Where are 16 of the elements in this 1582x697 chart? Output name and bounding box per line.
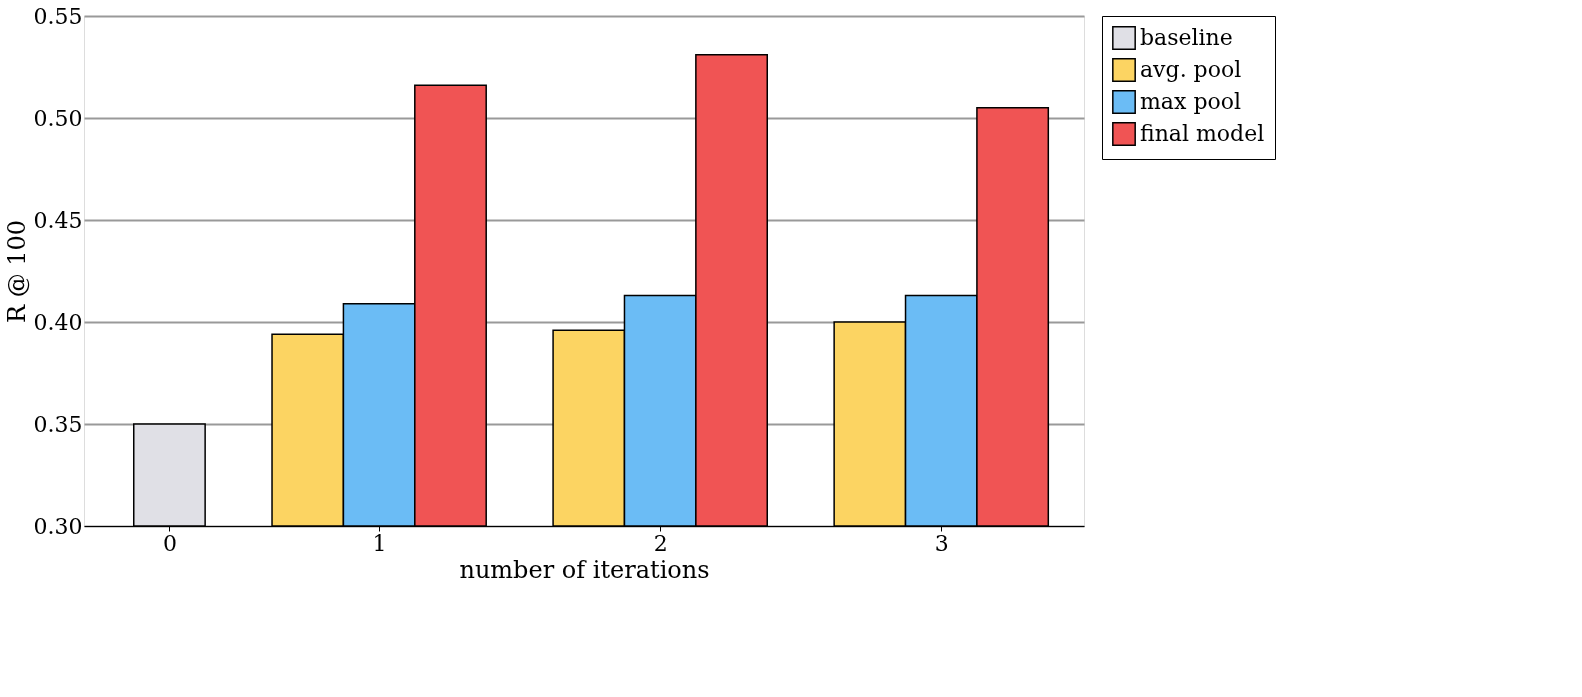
x-tick-label: 2 <box>653 530 668 556</box>
legend-label: final model <box>1140 121 1265 146</box>
legend-label: max pool <box>1140 89 1241 114</box>
y-tick-label: 0.45 <box>33 207 83 233</box>
x-tick-label: 0 <box>162 530 177 556</box>
y-axis-title: R @ 100 <box>2 219 31 324</box>
x-axis-title: number of iterations <box>459 555 710 584</box>
y-tick-label: 0.35 <box>33 411 83 437</box>
x-tick-label: 3 <box>934 530 949 556</box>
y-tick-label: 0.30 <box>33 513 83 539</box>
legend-label: avg. pool <box>1140 57 1242 82</box>
y-tick-label: 0.55 <box>33 3 83 29</box>
legend-label: baseline <box>1140 25 1233 50</box>
y-tick-label: 0.40 <box>33 309 83 335</box>
x-tick-label: 1 <box>372 530 387 556</box>
y-tick-label: 0.50 <box>33 105 83 131</box>
